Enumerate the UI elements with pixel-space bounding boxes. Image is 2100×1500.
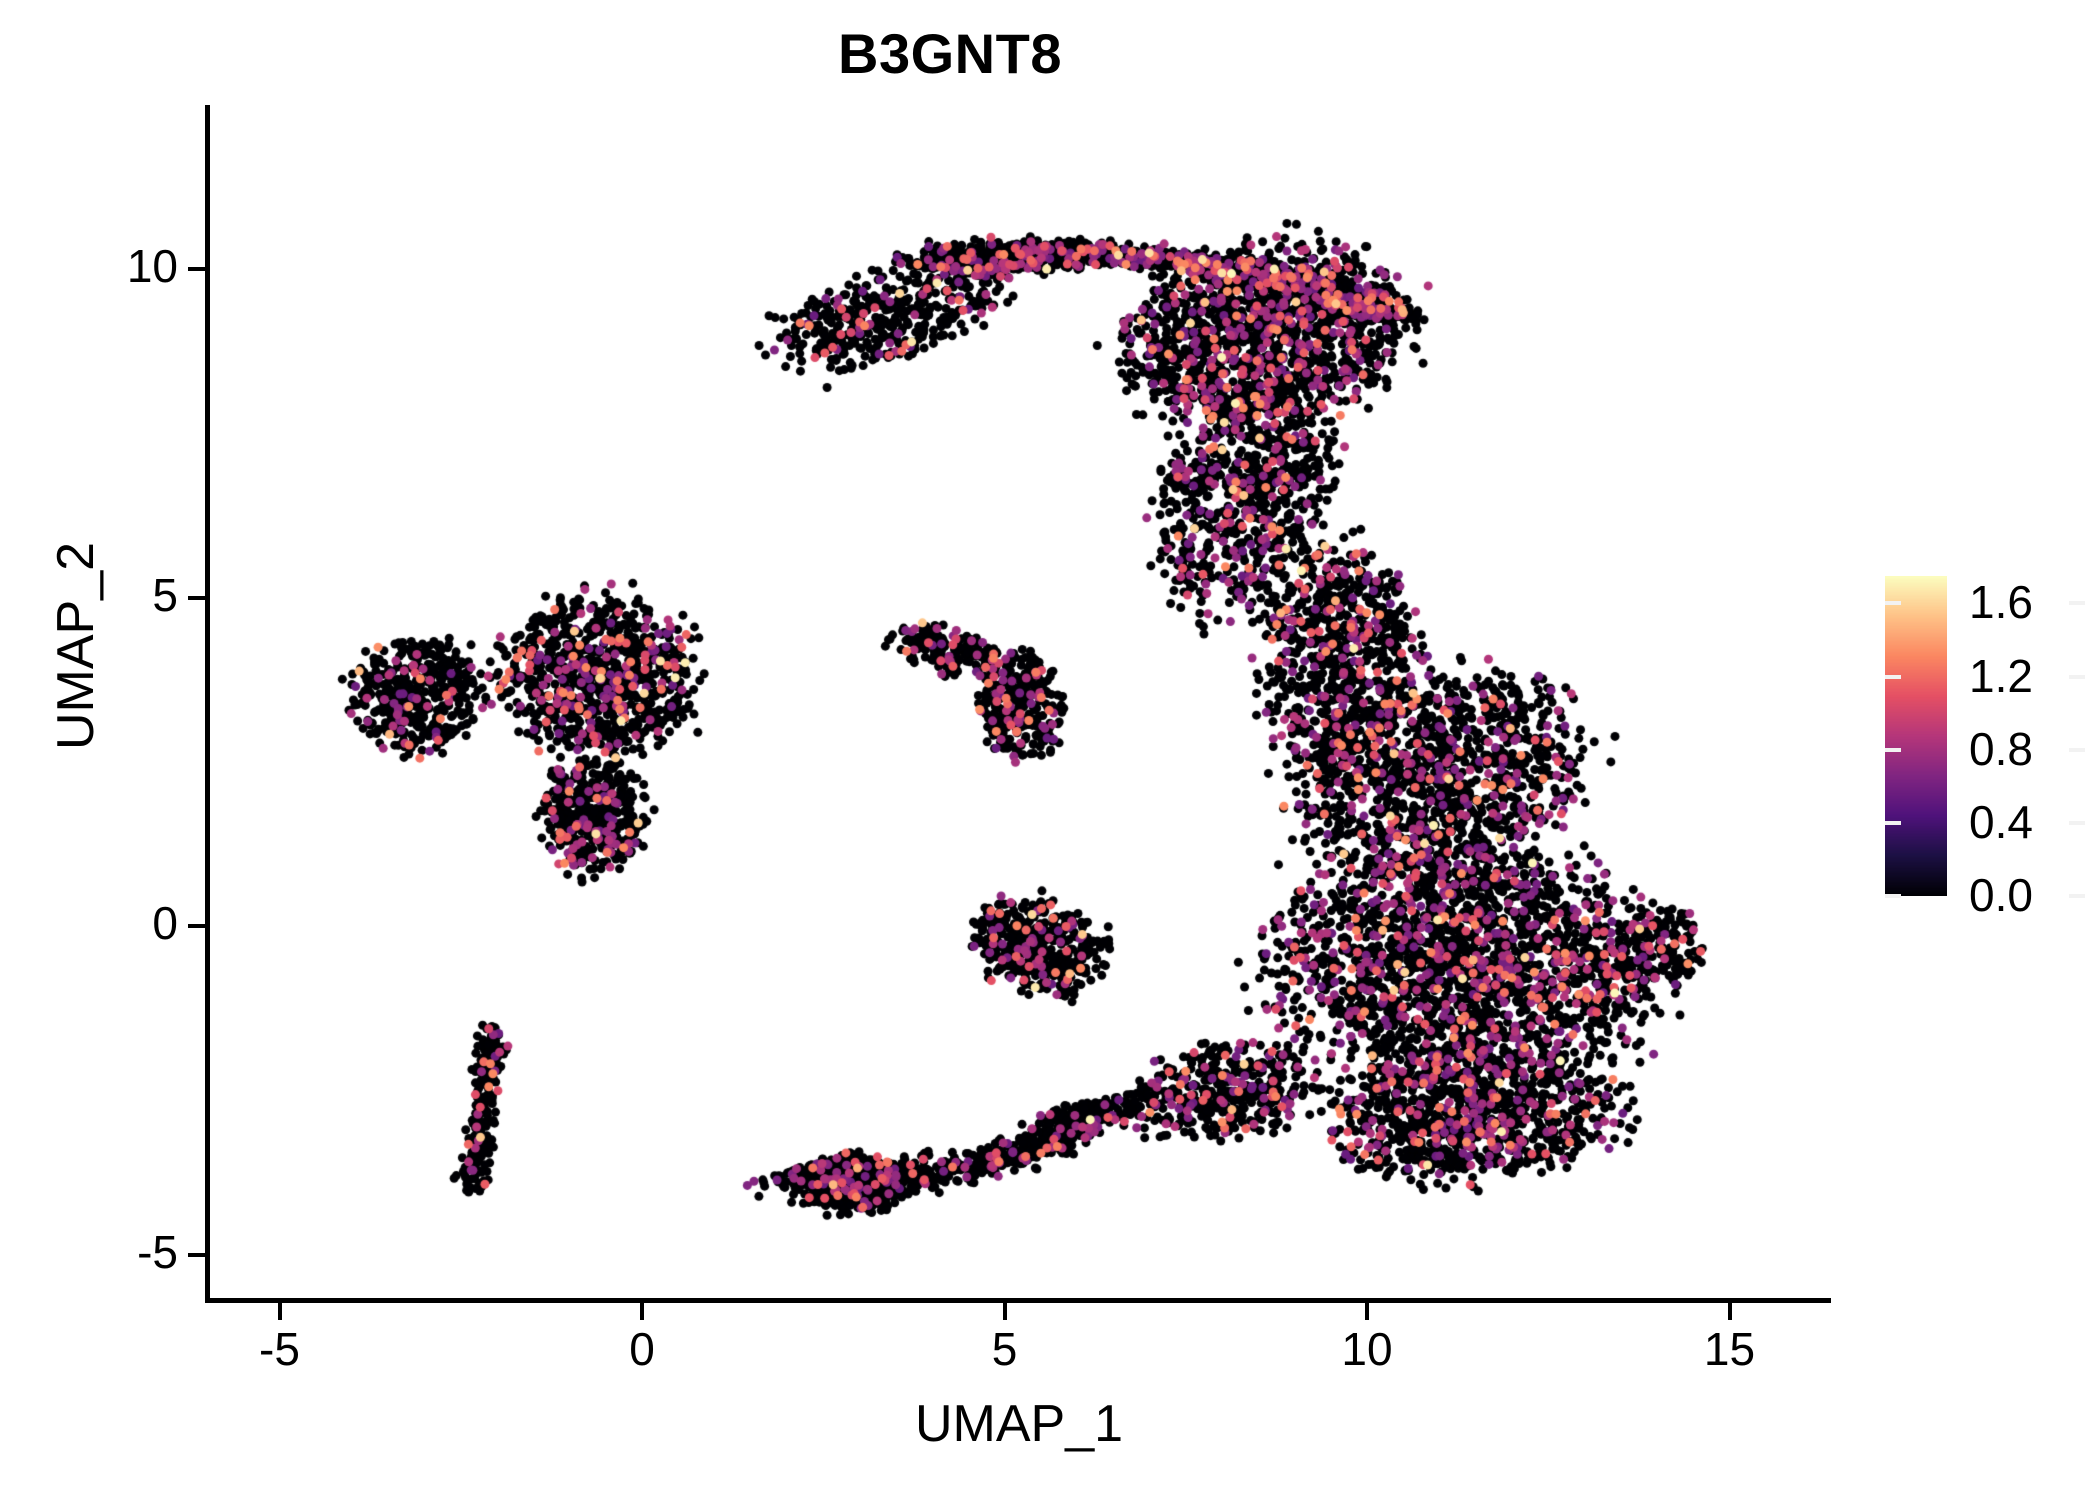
umap-scatter-plot xyxy=(207,105,1831,1301)
colorbar-tick-label: 0.0 xyxy=(1969,869,2033,921)
x-tick-label: 5 xyxy=(991,1323,1018,1375)
x-tick-label: -5 xyxy=(259,1323,300,1375)
x-axis-line xyxy=(205,1298,1831,1303)
colorbar-tick-mark xyxy=(2069,601,2085,606)
y-tick-mark xyxy=(188,267,205,272)
colorbar-tick-mark xyxy=(2069,894,2085,898)
y-tick-mark xyxy=(188,595,205,600)
colorbar-tick-mark xyxy=(2069,674,2085,679)
x-tick-label: 0 xyxy=(629,1323,655,1375)
colorbar-gradient xyxy=(1885,576,1947,896)
colorbar-tick-label: 1.2 xyxy=(1969,649,2033,702)
colorbar-tick-mark xyxy=(1885,747,1901,752)
colorbar-tick-label: 1.6 xyxy=(1969,576,2033,629)
y-tick-label: 0 xyxy=(152,897,178,950)
x-tick-mark xyxy=(277,1303,282,1320)
y-axis-title: UMAP_2 xyxy=(47,541,105,751)
x-tick-label: 15 xyxy=(1703,1323,1756,1375)
colorbar-tick-mark xyxy=(2069,820,2085,825)
colorbar-tick-label: 0.4 xyxy=(1969,795,2033,848)
y-tick-mark xyxy=(188,924,205,929)
y-tick-label: 5 xyxy=(152,568,178,621)
x-tick-mark xyxy=(640,1303,644,1320)
colorbar-tick-mark xyxy=(1885,820,1901,825)
colorbar-tick-mark xyxy=(1885,674,1901,679)
x-axis-title: UMAP_1 xyxy=(914,1395,1124,1453)
colorbar-tick-label: 0.8 xyxy=(1969,722,2033,775)
x-tick-mark xyxy=(1365,1303,1369,1320)
y-axis-line xyxy=(205,105,210,1303)
page-title: B3GNT8 xyxy=(838,22,1062,85)
color-legend: 0.0 0.4 0.8 1.2 1.6 xyxy=(1885,576,2085,918)
x-tick-mark xyxy=(1002,1303,1007,1320)
x-tick-label: 10 xyxy=(1341,1323,1393,1375)
colorbar-tick-mark xyxy=(2069,747,2085,752)
x-tick-mark xyxy=(1727,1303,1732,1320)
y-tick-label: 10 xyxy=(126,240,178,293)
colorbar-tick-mark xyxy=(1885,601,1901,606)
colorbar-tick-mark xyxy=(1885,894,1901,898)
y-tick-mark xyxy=(188,1253,205,1257)
y-tick-label: -5 xyxy=(137,1226,178,1278)
